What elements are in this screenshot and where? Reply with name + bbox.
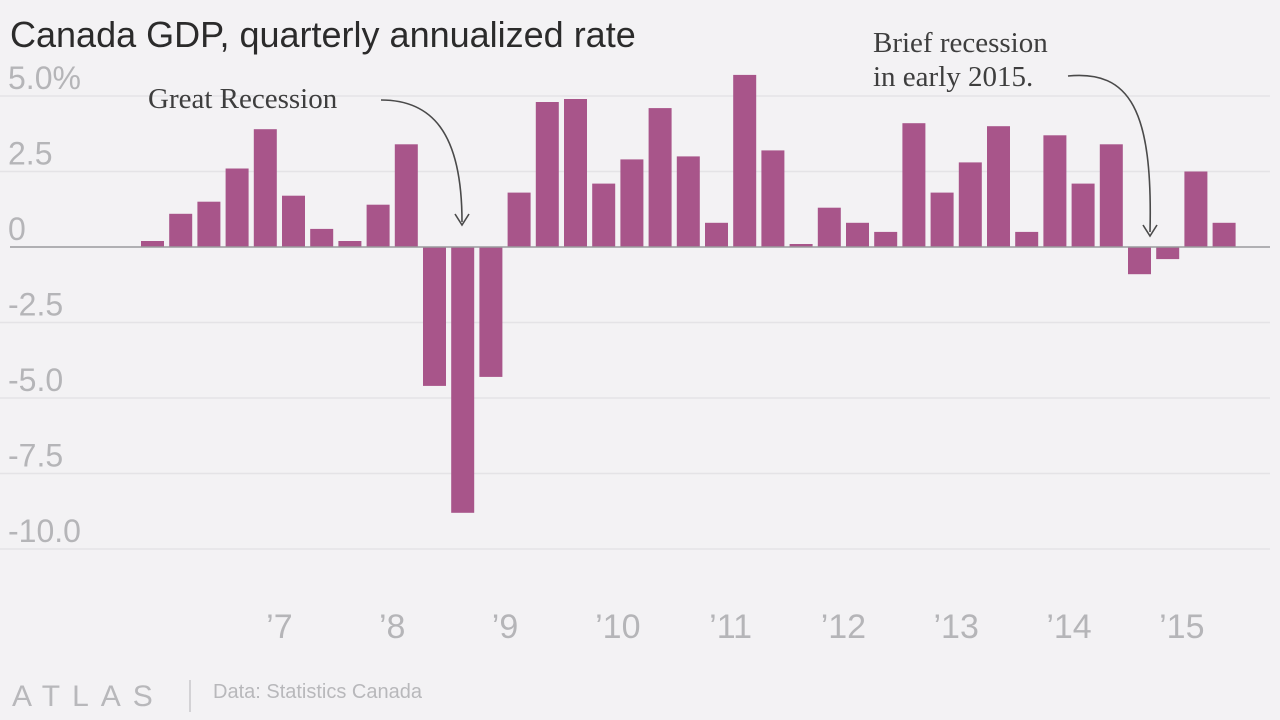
bar — [535, 102, 559, 247]
bar — [1212, 222, 1236, 247]
annotation-arrow-brief-recession — [1067, 74, 1152, 233]
bar — [958, 162, 982, 247]
bar — [141, 241, 164, 247]
x-tick-label: ’15 — [1159, 608, 1204, 646]
bar — [197, 201, 221, 247]
bar — [676, 156, 700, 247]
bar — [1128, 247, 1151, 275]
y-tick-label: 0 — [8, 211, 26, 247]
y-tick-label: -5.0 — [8, 362, 63, 398]
x-tick-label: ’7 — [266, 608, 292, 646]
bar — [253, 129, 277, 247]
bar — [817, 207, 841, 247]
bar — [1015, 231, 1039, 247]
y-tick-label: 5.0% — [8, 60, 81, 96]
bar — [1043, 135, 1067, 247]
bar — [423, 247, 446, 386]
x-tick-label: ’8 — [379, 608, 405, 646]
bar — [225, 168, 249, 247]
y-tick-label: 2.5 — [8, 136, 52, 172]
annotation-great-recession: Great Recession — [148, 83, 338, 115]
annotation-arrow-great-recession — [380, 99, 463, 223]
x-tick-label: ’11 — [709, 608, 752, 646]
bar — [564, 99, 587, 247]
x-tick-label: ’14 — [1046, 608, 1091, 646]
annotation-arrowhead-great-recession — [454, 213, 470, 227]
x-tick-label: ’12 — [821, 608, 866, 646]
y-axis-ticks: 5.0% 2.5 0 -2.5 -5.0 -7.5 -10.0 — [8, 60, 81, 549]
x-axis-ticks: ’7 ’8 ’9 ’10 ’11 ’12 ’13 ’14 ’15 — [266, 608, 1204, 646]
bar — [169, 213, 193, 247]
bar — [874, 231, 898, 247]
bar — [394, 144, 418, 247]
bar — [705, 222, 728, 247]
bar — [451, 247, 475, 513]
x-tick-label: ’9 — [492, 608, 518, 646]
x-tick-label: ’13 — [934, 608, 979, 646]
bar — [846, 222, 869, 247]
bar — [620, 159, 644, 247]
source-note: Data: Statistics Canada — [213, 681, 423, 703]
bar — [310, 228, 334, 247]
bar — [479, 247, 503, 377]
y-tick-label: -2.5 — [8, 287, 63, 323]
y-tick-label: -10.0 — [8, 513, 81, 549]
chart-title: Canada GDP, quarterly annualized rate — [10, 14, 636, 55]
annotation-arrowhead-brief-recession — [1142, 224, 1158, 238]
bar — [733, 74, 757, 248]
bar — [1156, 247, 1180, 260]
bar — [1099, 144, 1123, 247]
atlas-logo: ATLAS — [12, 680, 165, 713]
x-tick-label: ’10 — [595, 608, 640, 646]
bar — [789, 244, 813, 247]
bar — [648, 108, 672, 247]
bars — [141, 74, 1236, 513]
bar — [1184, 171, 1208, 247]
bar — [507, 192, 531, 247]
bar — [930, 192, 954, 247]
bar — [987, 126, 1010, 247]
bar — [761, 150, 785, 247]
annotation-brief-recession-line2: in early 2015. — [873, 61, 1033, 93]
annotation-brief-recession-line1: Brief recession — [873, 27, 1048, 59]
bar — [338, 241, 362, 247]
y-tick-label: -7.5 — [8, 438, 63, 474]
bar — [366, 204, 390, 247]
bar — [1071, 183, 1095, 247]
bar — [902, 123, 926, 247]
bar — [282, 195, 305, 247]
bar — [592, 183, 616, 247]
